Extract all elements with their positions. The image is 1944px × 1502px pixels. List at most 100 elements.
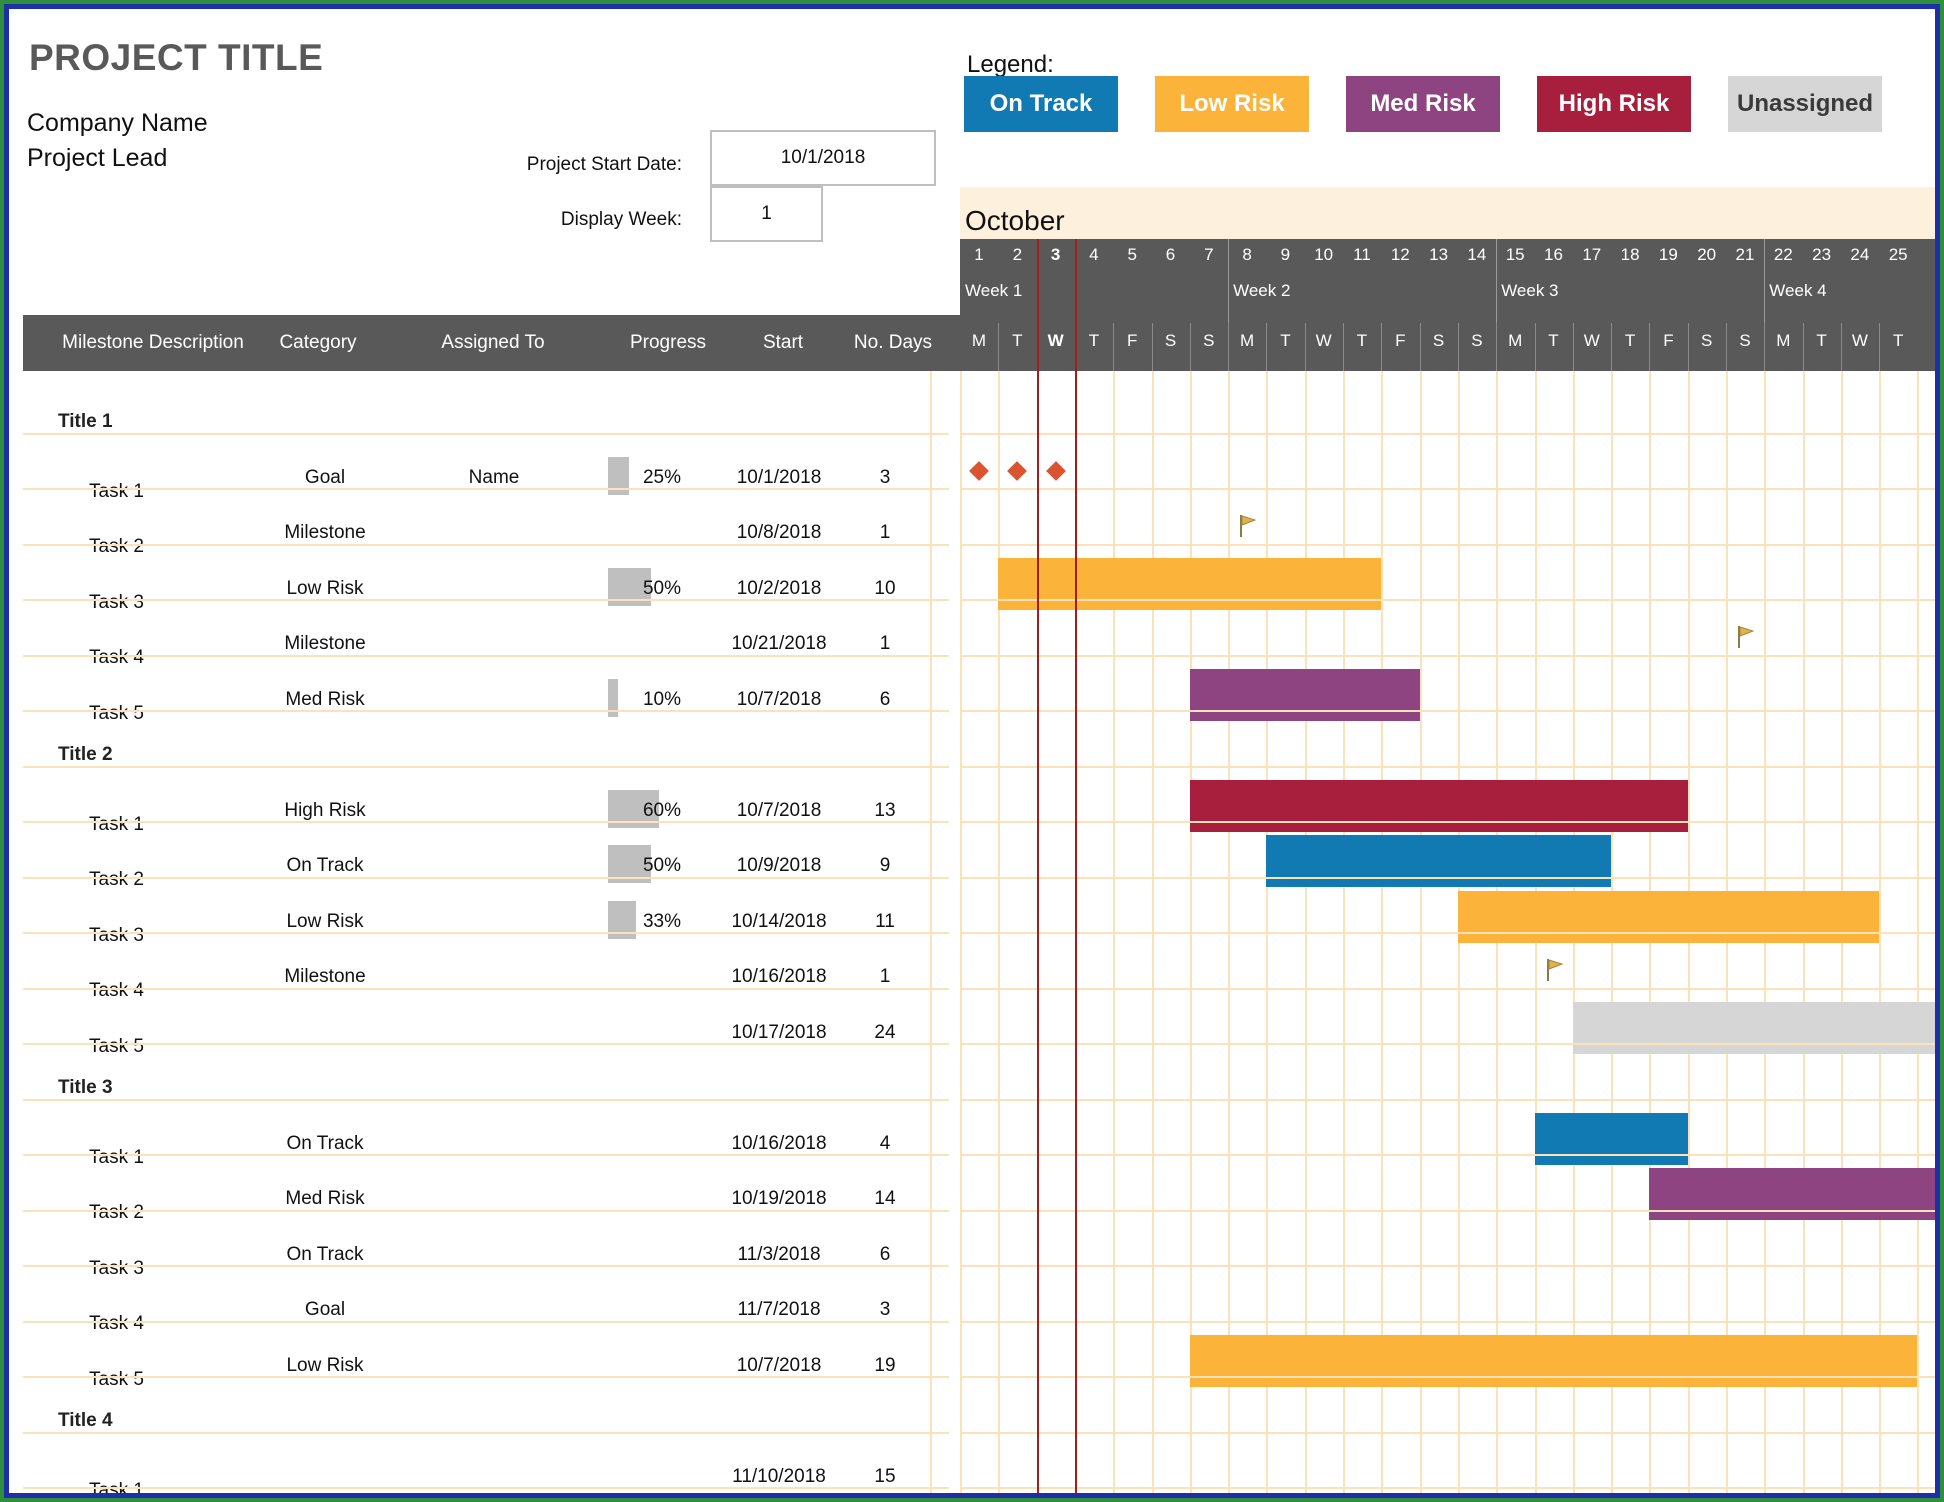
task-category[interactable]: On Track [286,1132,364,1154]
task-category[interactable]: On Track [286,855,364,876]
task-category[interactable]: Goal [304,466,346,488]
task-name[interactable]: Task 1 [89,480,144,502]
progress-value[interactable]: 10% [642,688,681,710]
task-start[interactable]: 10/14/2018 [731,910,827,932]
task-days[interactable]: 1 [879,633,891,654]
project-title[interactable]: PROJECT TITLE [29,37,324,78]
task-start[interactable]: 10/2/2018 [736,577,822,599]
column-header-category[interactable]: Category [279,332,357,353]
task-start[interactable]: 10/21/2018 [731,633,827,654]
task-start[interactable]: 10/8/2018 [736,522,822,543]
day-number: 19 [1658,245,1678,264]
task-start[interactable]: 11/3/2018 [737,1243,821,1265]
task-start[interactable]: 10/19/2018 [731,1188,827,1209]
task-name[interactable]: Task 2 [89,1202,144,1223]
task-days[interactable]: 1 [879,966,891,987]
task-days[interactable]: 9 [879,855,891,876]
task-days[interactable]: 4 [879,1132,891,1154]
gantt-bar[interactable] [1190,668,1420,721]
task-category[interactable]: High Risk [284,799,366,821]
task-days[interactable]: 19 [874,1354,896,1376]
column-header-days[interactable]: No. Days [853,332,933,353]
task-category[interactable]: Med Risk [285,688,365,710]
legend-on-track[interactable]: On Track [964,76,1118,132]
progress-value[interactable]: 50% [642,855,681,876]
task-days[interactable]: 14 [874,1188,896,1209]
gantt-bar[interactable] [1573,1001,1935,1054]
task-name[interactable]: Task 4 [89,980,144,1001]
task-days[interactable]: 24 [874,1021,896,1043]
task-name[interactable]: Task 1 [89,1146,144,1168]
legend-low-risk[interactable]: Low Risk [1155,76,1309,132]
gantt-bar[interactable] [1190,1334,1917,1387]
gantt-bar[interactable] [1458,890,1879,943]
task-days[interactable]: 10 [874,577,896,599]
task-start[interactable]: 10/17/2018 [731,1021,827,1043]
task-start[interactable]: 11/10/2018 [732,1465,826,1487]
task-days[interactable]: 15 [874,1465,896,1487]
gantt-bar[interactable] [998,557,1381,610]
task-name[interactable]: Task 5 [89,702,144,724]
gantt-bar[interactable] [1649,1168,1935,1220]
task-start[interactable]: 10/16/2018 [731,1132,827,1154]
column-header-start[interactable]: Start [762,332,804,353]
task-name[interactable]: Task 5 [89,1035,144,1057]
task-start[interactable]: 10/7/2018 [736,799,822,821]
task-start[interactable]: 11/7/2018 [737,1299,821,1320]
task-name[interactable]: Task 3 [89,924,144,946]
task-name[interactable]: Task 1 [89,813,144,835]
legend-med-risk[interactable]: Med Risk [1346,76,1500,132]
task-assigned[interactable]: Name [468,466,520,488]
column-header-assigned[interactable]: Assigned To [441,332,545,353]
task-days[interactable]: 1 [879,522,891,543]
task-start[interactable]: 10/7/2018 [736,1354,822,1376]
group-title[interactable]: Title 3 [58,1077,113,1098]
group-title[interactable]: Title 1 [58,411,113,432]
task-days[interactable]: 6 [879,1243,891,1265]
task-start[interactable]: 10/1/2018 [736,466,822,488]
task-days[interactable]: 3 [879,466,891,488]
progress-value[interactable]: 25% [642,466,681,488]
gantt-bar[interactable] [1535,1112,1688,1165]
task-name[interactable]: Task 2 [89,536,144,557]
task-category[interactable]: Goal [304,1299,346,1320]
column-header-progress[interactable]: Progress [629,332,707,353]
task-name[interactable]: Task 2 [89,869,144,890]
task-category[interactable]: On Track [286,1243,364,1265]
legend-unassigned[interactable]: Unassigned [1728,76,1882,132]
progress-value[interactable]: 60% [642,799,681,821]
task-name[interactable]: Task 3 [89,1257,144,1279]
task-name[interactable]: Task 1 [89,1480,144,1494]
task-category[interactable]: Milestone [284,522,366,543]
company-name[interactable]: Company Name [27,109,208,137]
project-start-date-field[interactable]: 10/1/2018 [710,130,936,186]
task-name[interactable]: Task 5 [89,1368,144,1390]
progress-value[interactable]: 50% [642,577,681,599]
task-start[interactable]: 10/7/2018 [736,688,822,710]
task-days[interactable]: 13 [874,799,896,821]
task-category[interactable]: Low Risk [286,910,364,932]
column-header-milestone[interactable]: Milestone Description [62,332,244,353]
task-category[interactable]: Med Risk [285,1188,365,1209]
task-category[interactable]: Low Risk [286,577,364,599]
task-days[interactable]: 6 [879,688,891,710]
task-days[interactable]: 3 [879,1299,891,1320]
group-title[interactable]: Title 4 [58,1410,113,1431]
group-title[interactable]: Title 2 [58,744,113,765]
task-name[interactable]: Task 4 [89,647,144,668]
task-category[interactable]: Milestone [284,633,366,654]
display-week-field[interactable]: 1 [710,186,823,242]
progress-value[interactable]: 33% [642,910,681,932]
gantt-bar[interactable] [1266,835,1611,887]
task-name[interactable]: Task 3 [89,591,144,613]
task-start[interactable]: 10/16/2018 [731,966,827,987]
task-category[interactable]: Milestone [284,966,366,987]
task-start[interactable]: 10/9/2018 [736,855,822,876]
gantt-bar[interactable] [1190,779,1688,832]
task-category[interactable]: Low Risk [286,1354,364,1376]
task-name[interactable]: Task 4 [89,1313,144,1334]
task-days[interactable]: 11 [875,910,895,932]
legend-high-risk[interactable]: High Risk [1537,76,1691,132]
row-divider [23,1043,949,1045]
project-lead[interactable]: Project Lead [27,144,168,172]
